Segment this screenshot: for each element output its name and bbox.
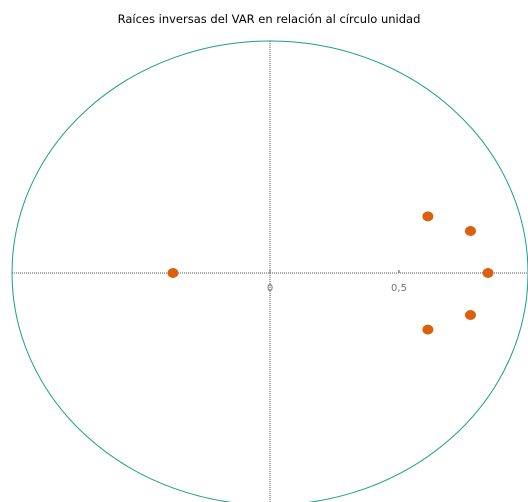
root-points xyxy=(167,211,494,335)
root-point xyxy=(167,268,179,278)
chart-title: Raíces inversas del VAR en relación al c… xyxy=(117,12,421,26)
x-tick-label: 0,5 xyxy=(391,283,407,294)
root-point xyxy=(482,268,494,278)
root-point xyxy=(464,309,476,320)
x-axis-ticks: 0 0,5 xyxy=(267,270,407,294)
root-point xyxy=(464,226,476,237)
root-point xyxy=(422,211,434,222)
root-point xyxy=(422,324,434,335)
x-tick-label: 0 xyxy=(267,283,273,294)
